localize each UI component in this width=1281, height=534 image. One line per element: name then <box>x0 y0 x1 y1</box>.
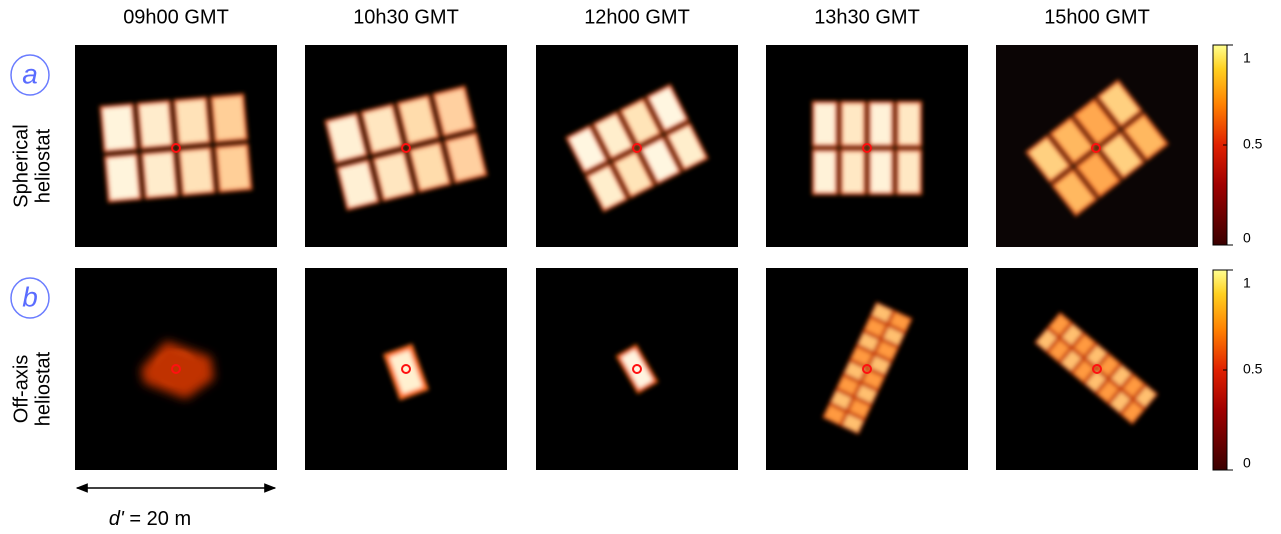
column-title: 12h00 GMT <box>584 6 690 28</box>
image-panel <box>766 45 968 247</box>
flux-cell <box>898 103 921 146</box>
row-label: heliostat <box>32 128 54 203</box>
column-title: 13h30 GMT <box>814 6 920 28</box>
scale-label: d' = 20 m <box>109 508 191 530</box>
flux-cell <box>142 151 177 198</box>
image-panel <box>305 45 507 247</box>
colorbar-tick-label: 1 <box>1243 50 1251 66</box>
column-title: 10h30 GMT <box>353 6 459 28</box>
panel-background <box>536 45 738 247</box>
flux-cell <box>842 151 865 194</box>
row-label: heliostat <box>32 351 54 426</box>
colorbar-tick-label: 0 <box>1243 230 1251 246</box>
colorbar-tick-label: 1 <box>1243 275 1251 291</box>
flux-cell <box>870 103 893 146</box>
colorbar-tick-label: 0.5 <box>1243 361 1263 377</box>
image-panel <box>536 45 738 247</box>
image-panel <box>75 45 277 247</box>
image-panel <box>766 268 968 470</box>
figure: d' = 20 m 09h00 GMT 10h30 GMT 12h00 GMT 13h… <box>0 0 1281 534</box>
flux-cell <box>106 154 141 201</box>
flux-cell <box>175 98 210 145</box>
row-label: Off-axis <box>10 355 32 424</box>
flux-cell <box>179 148 214 195</box>
flux-cell <box>212 95 247 142</box>
image-panel <box>996 268 1198 470</box>
panel-background <box>766 45 968 247</box>
flux-cell <box>870 151 893 194</box>
flux-cell <box>842 103 865 146</box>
image-panel <box>536 268 738 470</box>
column-title: 09h00 GMT <box>123 6 229 28</box>
row-tag: b <box>22 281 38 312</box>
row-tag: a <box>22 58 38 89</box>
column-title: 15h00 GMT <box>1044 6 1150 28</box>
flux-cell <box>138 101 173 148</box>
image-panel <box>75 268 277 470</box>
image-panel <box>996 45 1198 247</box>
row-label: Spherical <box>10 124 32 207</box>
flux-cell <box>814 103 837 146</box>
flux-cell <box>814 151 837 194</box>
colorbar-tick-label: 0.5 <box>1243 136 1263 152</box>
flux-cell <box>898 151 921 194</box>
flux-cell <box>216 145 251 192</box>
flux-cell <box>101 105 136 152</box>
colorbar-tick-label: 0 <box>1243 455 1251 471</box>
image-panel <box>305 268 507 470</box>
